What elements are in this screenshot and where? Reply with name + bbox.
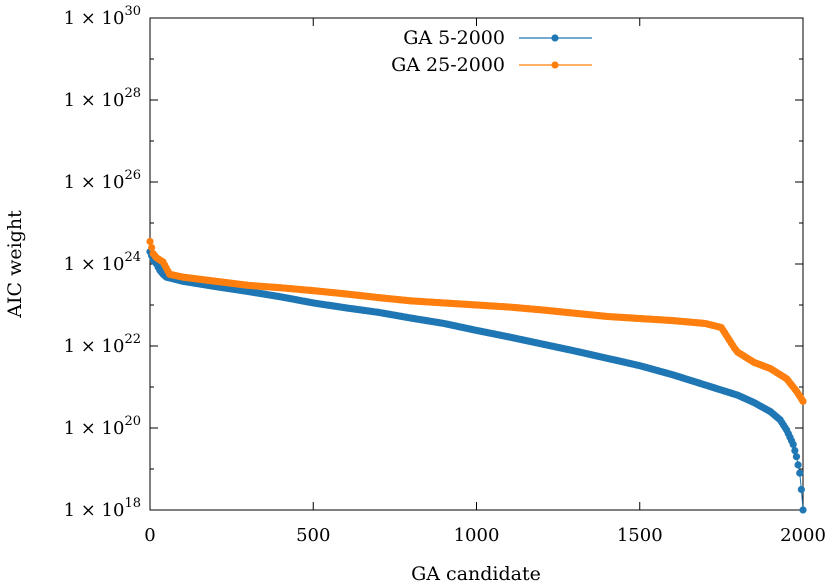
data-point (799, 397, 807, 405)
x-tick-label: 2000 (780, 525, 826, 546)
x-axis-label: GA candidate (411, 563, 541, 585)
series-1 (146, 248, 807, 514)
data-point (146, 237, 154, 246)
data-point (794, 461, 802, 469)
y-tick-label: 1 × 1028 (64, 86, 141, 111)
legend-marker (551, 61, 559, 69)
y-tick-label: 1 × 1018 (64, 496, 141, 521)
data-point (791, 446, 799, 455)
y-tick-label: 1 × 1026 (64, 168, 141, 193)
x-axis-ticks: 0 500 1000 1500 2000 (144, 18, 826, 546)
data-point (799, 506, 807, 514)
x-tick-label: 1500 (617, 525, 663, 546)
legend-label: GA 25-2000 (391, 54, 505, 76)
x-tick-label: 1000 (454, 525, 500, 546)
data-point (792, 453, 801, 461)
y-tick-label: 1 × 1020 (64, 414, 141, 439)
plot-frame (149, 17, 804, 511)
legend: GA 5-2000 GA 25-2000 (391, 27, 592, 76)
y-axis-label: AIC weight (4, 210, 26, 319)
series-layer (146, 237, 807, 514)
y-tick-label: 1 × 1030 (64, 4, 141, 29)
x-tick-label: 0 (144, 525, 155, 546)
y-tick-label: 1 × 1024 (64, 250, 141, 275)
series-2 (146, 237, 807, 405)
x-tick-label: 500 (296, 525, 330, 546)
y-axis-ticks: 1 × 1018 1 × 1020 1 × 1022 1 × 1024 1 × 1026… (64, 4, 803, 521)
data-point (796, 469, 804, 477)
legend-label: GA 5-2000 (403, 27, 505, 49)
data-point (797, 485, 805, 494)
legend-marker (551, 34, 559, 42)
data-point (148, 244, 156, 252)
data-point (789, 440, 797, 448)
y-tick-label: 1 × 1022 (64, 332, 141, 357)
